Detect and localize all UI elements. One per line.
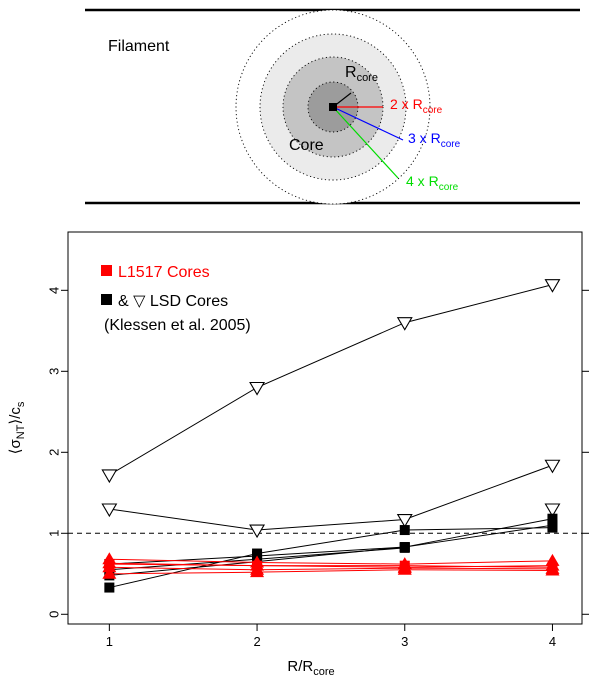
data-point-square — [547, 520, 558, 531]
rcore-label-main: R — [345, 64, 357, 81]
data-point-square — [104, 582, 115, 593]
chart: 1 2 3 4 0 1 2 3 4 L1517 Cores & ▽ LSD Cores (Kle… — [7, 231, 589, 678]
x-axis-label-sub: core — [313, 666, 334, 678]
series-0 — [101, 279, 561, 484]
radius-4-label: 4 x Rcore — [406, 173, 459, 193]
series-line — [109, 569, 553, 575]
series-line — [109, 464, 553, 531]
radius-3-label-main: 3 x R — [408, 130, 441, 146]
radius-4-line — [332, 106, 399, 179]
series-line — [109, 524, 553, 565]
data-point-triangle-up — [250, 565, 265, 578]
data-point-triangle-down — [396, 317, 413, 331]
radius-3-label-sub: core — [441, 139, 461, 150]
core-label: Core — [289, 137, 324, 154]
data-point-triangle-up — [102, 566, 117, 579]
rcore-label: Rcore — [345, 64, 378, 84]
data-point-square — [399, 560, 410, 571]
y-tick-label: 3 — [46, 368, 61, 375]
radius-4-label-sub: core — [439, 182, 459, 193]
data-point-triangle-down — [249, 524, 266, 539]
y-axis-label-mid: ⟩/c — [7, 407, 24, 425]
radius-2-label-main: 2 x R — [390, 96, 423, 112]
data-point-square — [252, 560, 263, 571]
series-line — [109, 558, 553, 565]
data-point-square — [547, 562, 558, 573]
rcore-label-sub: core — [357, 72, 378, 84]
y-tick-label: 1 — [46, 530, 61, 537]
data-point-triangle-down — [544, 459, 561, 474]
data-point-triangle-down — [544, 503, 561, 518]
core-center-marker — [329, 103, 337, 111]
data-point-triangle-down — [101, 503, 118, 518]
series-line — [109, 284, 553, 476]
legend-marker-l1517 — [101, 265, 112, 276]
x-tick-label: 1 — [106, 634, 113, 649]
filament-label: Filament — [108, 38, 170, 55]
filament-diagram: Filament Core Rcore 2 x Rcore 3 x Rcore … — [85, 8, 580, 205]
data-point-square — [104, 559, 115, 570]
data-point-square — [399, 525, 410, 536]
x-axis-label: R/Rcore — [287, 658, 334, 678]
data-point-triangle-down — [101, 469, 118, 484]
data-point-square — [399, 542, 410, 553]
x-tick-label: 2 — [253, 634, 260, 649]
axes: 1 2 3 4 0 1 2 3 4 — [46, 287, 589, 649]
series-11 — [104, 559, 558, 573]
y-axis-label: ⟨σNT⟩/cs — [7, 401, 27, 454]
series-line — [109, 566, 553, 571]
series-layer — [101, 279, 561, 593]
legend-marker-lsd — [101, 294, 112, 305]
series-line — [109, 563, 553, 568]
legend-label-lsd: & ▽ LSD Cores — [118, 293, 228, 310]
radius-2-label: 2 x Rcore — [390, 96, 443, 116]
data-point-triangle-down — [544, 279, 561, 293]
legend: L1517 Cores & ▽ LSD Cores (Klessen et al… — [101, 264, 251, 334]
series-1 — [101, 459, 561, 539]
radius-3-label: 3 x Rcore — [408, 130, 461, 150]
x-axis-label-main: R/R — [287, 658, 313, 675]
x-tick-label: 4 — [549, 634, 556, 649]
series-line — [109, 527, 553, 589]
y-axis-label-sub2: s — [15, 401, 27, 407]
data-point-triangle-down — [249, 381, 266, 396]
data-point-triangle-down — [396, 513, 413, 528]
y-tick-label: 2 — [46, 449, 61, 456]
series-2 — [544, 503, 561, 518]
legend-label-reference: (Klessen et al. 2005) — [104, 317, 251, 334]
radius-4-label-main: 4 x R — [406, 173, 439, 189]
data-point-square — [547, 513, 558, 524]
y-tick-label: 4 — [46, 287, 61, 294]
radius-2-label-sub: core — [423, 105, 443, 116]
radius-3-line — [332, 106, 404, 141]
y-axis-label-sub: NT — [15, 424, 27, 439]
y-axis-label-pre: ⟨σ — [7, 439, 24, 455]
y-tick-label: 0 — [46, 611, 61, 618]
legend-label-l1517: L1517 Cores — [118, 264, 210, 281]
x-tick-label: 3 — [401, 634, 408, 649]
